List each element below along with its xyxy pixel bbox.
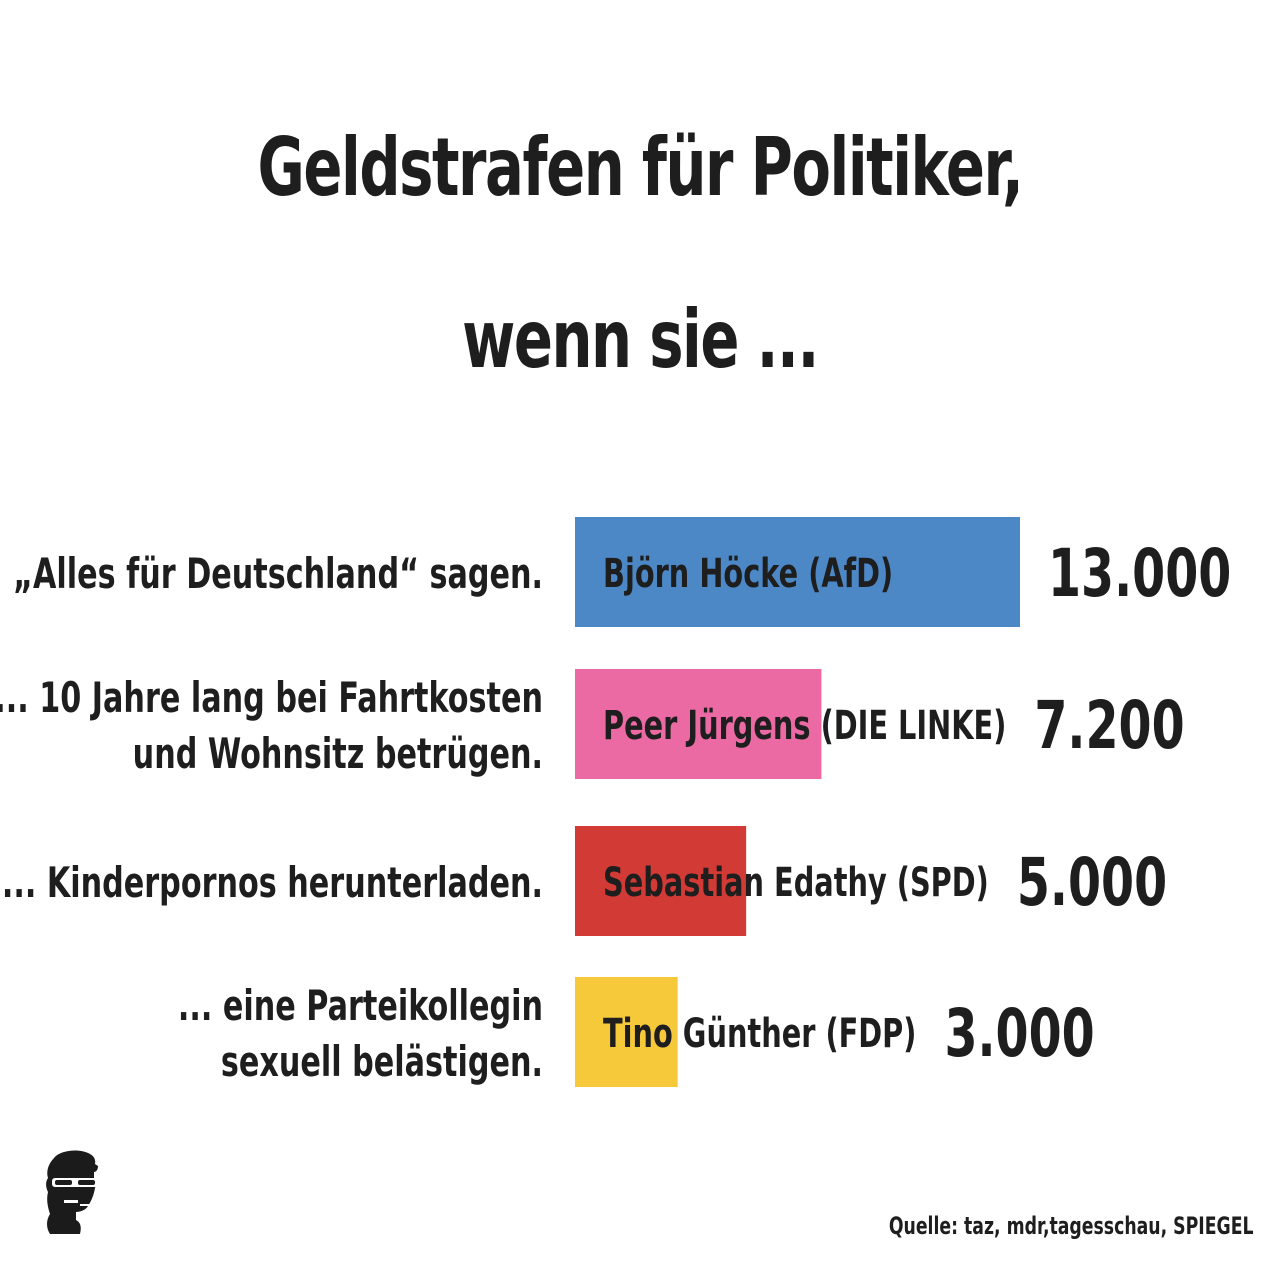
source-note: Quelle: taz, mdr,tagesschau, SPIEGEL bbox=[889, 1212, 1254, 1240]
value-label: 5.000 bbox=[1017, 844, 1167, 921]
bar-1 bbox=[575, 517, 1020, 627]
condition-label: ... 10 Jahre lang bei Fahrtkosten bbox=[0, 673, 543, 722]
bar-2 bbox=[575, 669, 822, 779]
sunglasses-face-icon bbox=[46, 1150, 98, 1234]
politician-label: Björn Höcke (AfD) bbox=[603, 551, 893, 597]
condition-label: sexuell belästigen. bbox=[221, 1037, 543, 1086]
politician-label: Sebastian Edathy (SPD) bbox=[603, 860, 989, 906]
bar-3 bbox=[575, 826, 747, 936]
politician-label: Tino Günther (FDP) bbox=[603, 1011, 916, 1057]
condition-label: ... Kinderpornos herunterladen. bbox=[2, 858, 543, 907]
page-title-line-2: wenn sie ... bbox=[462, 293, 819, 386]
page-title-line-1: Geldstrafen für Politiker, bbox=[257, 121, 1024, 214]
bar-4 bbox=[575, 977, 678, 1087]
condition-label: ... „Alles für Deutschland“ sagen. bbox=[0, 549, 543, 598]
condition-label: ... eine Parteikollegin bbox=[178, 981, 543, 1030]
politician-label: Peer Jürgens (DIE LINKE) bbox=[603, 703, 1006, 749]
value-label: 3.000 bbox=[944, 995, 1094, 1072]
condition-label: und Wohnsitz betrügen. bbox=[133, 729, 543, 778]
value-label: 13.000 bbox=[1048, 535, 1231, 612]
value-label: 7.200 bbox=[1034, 687, 1184, 764]
